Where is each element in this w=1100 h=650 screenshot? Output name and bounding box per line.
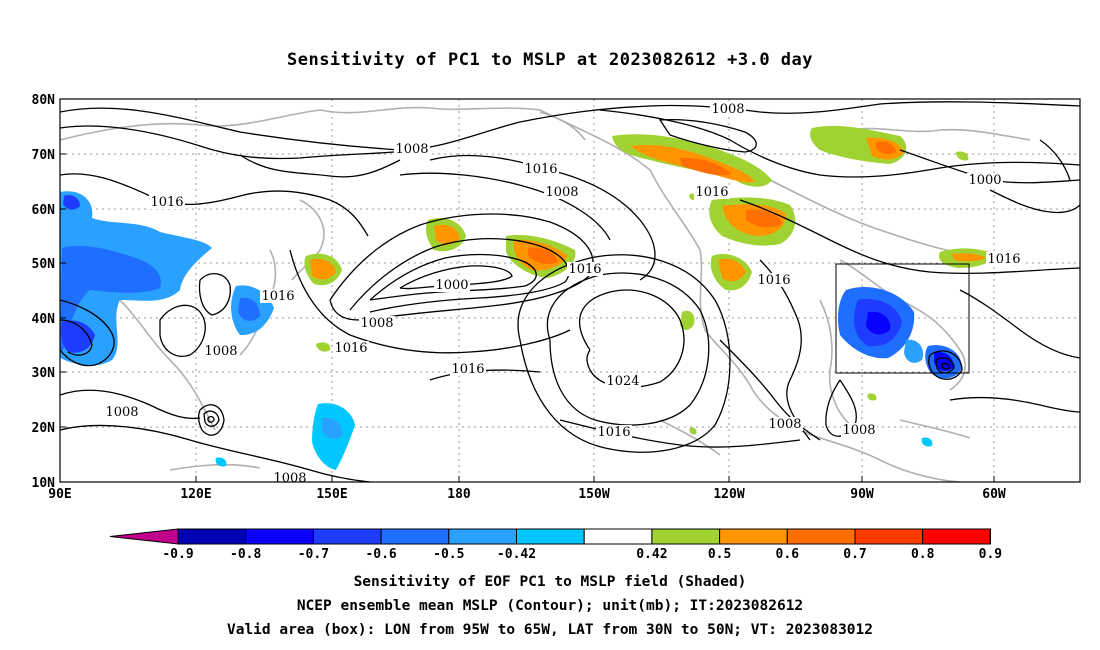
lat-label: 30N [32, 366, 56, 381]
contour-label: 1008 [545, 185, 578, 200]
colorbar-box [719, 528, 788, 545]
caption-line-1: Sensitivity of EOF PC1 to MSLP field (Sh… [353, 574, 747, 590]
colorbar-box [516, 528, 585, 545]
contour-label: 1016 [987, 252, 1020, 267]
contour-label: 1016 [757, 273, 790, 288]
colorbar: -0.9 -0.8 -0.7 -0.6 -0.5 -0.42 0.42 0.5 0.6 0.7 0.… [109, 528, 1002, 562]
contour-label: 1016 [524, 162, 557, 177]
contour-label: 1000 [435, 278, 468, 293]
lat-label: 60N [32, 203, 56, 218]
colorbar-tick-label: -0.7 [298, 547, 329, 562]
contour-label-bg [605, 374, 641, 388]
colorbar-under-triangle [109, 528, 179, 545]
contour-label-bg [767, 417, 803, 431]
neg-region-us-east [904, 339, 924, 363]
colorbar-box [651, 528, 721, 545]
colorbar-tick-label: 0.7 [843, 547, 866, 562]
contour-label-bg [260, 289, 296, 303]
contour-label-bg [149, 195, 185, 209]
contour-label: 1016 [597, 425, 630, 440]
lon-label: 90E [48, 487, 71, 502]
colorbar-tick-label: 0.8 [911, 547, 935, 562]
contour-label-bg [523, 162, 559, 176]
contour-label-bg [333, 341, 369, 355]
contour-label-bg [596, 425, 632, 439]
caption-line-3: Valid area (box): LON from 95W to 65W, L… [226, 622, 873, 638]
contour-label-bg [567, 262, 603, 276]
lon-label: 90W [850, 487, 874, 502]
colorbar-tick-label: 0.42 [636, 547, 667, 562]
contour-label: 1000 [968, 173, 1001, 188]
contour-label: 1008 [395, 142, 428, 157]
lat-label: 50N [32, 257, 56, 272]
contour-label-bg [450, 362, 486, 376]
contour-label: 1016 [261, 289, 294, 304]
contour-label-bg [710, 102, 746, 116]
colorbar-box [583, 528, 653, 545]
contour-label-bg [434, 278, 470, 292]
contour-label-bg [104, 405, 140, 419]
contour-label: 1016 [568, 262, 601, 277]
contour-label: 1008 [711, 102, 744, 117]
contour-label-bg [841, 423, 877, 437]
lat-label: 40N [32, 312, 56, 327]
longitude-labels: 90E 120E 150E 180 150W 120W 90W 60W [48, 476, 1006, 502]
chart-title: Sensitivity of PC1 to MSLP at 2023082612… [286, 50, 813, 70]
neg-region-asia-west-core [60, 245, 161, 352]
lat-label: 80N [32, 93, 56, 108]
colorbar-tick-label: 0.5 [708, 547, 731, 562]
lon-label: 150E [316, 487, 347, 502]
contour-label-bg [544, 185, 580, 199]
colorbar-tick-label: -0.42 [497, 547, 536, 562]
colorbar-tick-label: 0.9 [979, 547, 1002, 562]
lon-label: 120E [180, 487, 211, 502]
colorbar-tick-label: 0.6 [776, 547, 800, 562]
colorbar-tick-label: -0.5 [433, 547, 464, 562]
contour-label-bg [986, 252, 1022, 266]
contour-label-bg [272, 471, 308, 482]
colorbar-box [854, 528, 924, 545]
contour-label-bg [203, 344, 239, 358]
plot-frame [59, 98, 1081, 483]
lon-label: 150W [578, 487, 609, 502]
contour-label: 1016 [451, 362, 484, 377]
contour-label-bg [394, 142, 430, 156]
lat-label: 70N [32, 148, 56, 163]
colorbar-box [786, 528, 856, 545]
contour-label: 1016 [695, 185, 728, 200]
contour-label: 1008 [360, 316, 393, 331]
lon-label: 60W [982, 487, 1006, 502]
colorbar-tick-label: -0.6 [365, 547, 396, 562]
latitude-labels: 80N 70N 60N 50N 40N 30N 20N 10N [32, 93, 66, 491]
colorbar-box [177, 528, 247, 545]
colorbar-box [312, 528, 382, 545]
colorbar-box [380, 528, 450, 545]
caption-line-2: NCEP ensemble mean MSLP (Contour); unit(… [296, 598, 804, 614]
lon-label: 120W [713, 487, 744, 502]
lon-label: 180 [447, 487, 471, 502]
contour-label: 1008 [842, 423, 875, 438]
contour-label: 1016 [150, 195, 183, 210]
contour-label: 1008 [273, 471, 306, 486]
contour-label: 1016 [334, 341, 367, 356]
lat-label: 10N [32, 476, 56, 491]
colorbar-box [448, 528, 517, 545]
colorbar-tick-label: -0.9 [162, 547, 193, 562]
contour-label-bg [359, 316, 395, 330]
lat-label: 20N [32, 421, 56, 436]
colorbar-box [922, 528, 991, 545]
map-panel: 1008 1008 1016 1008 1000 1016 1016 1008 1016 1008… [32, 93, 1081, 502]
valid-area-box [835, 263, 970, 374]
colorbar-box [245, 528, 314, 545]
contour-label-bg [756, 273, 792, 287]
contour-label-bg [694, 185, 730, 199]
contour-label: 1008 [204, 344, 237, 359]
contour-label: 1024 [606, 374, 639, 389]
contour-labels: 1008 1008 1016 1008 1000 1016 1016 1008 1016 1008… [104, 102, 1022, 486]
contour-label-bg [967, 173, 1003, 187]
colorbar-tick-label: -0.8 [230, 547, 261, 562]
contour-label: 1008 [768, 417, 801, 432]
contour-label: 1008 [105, 405, 138, 420]
